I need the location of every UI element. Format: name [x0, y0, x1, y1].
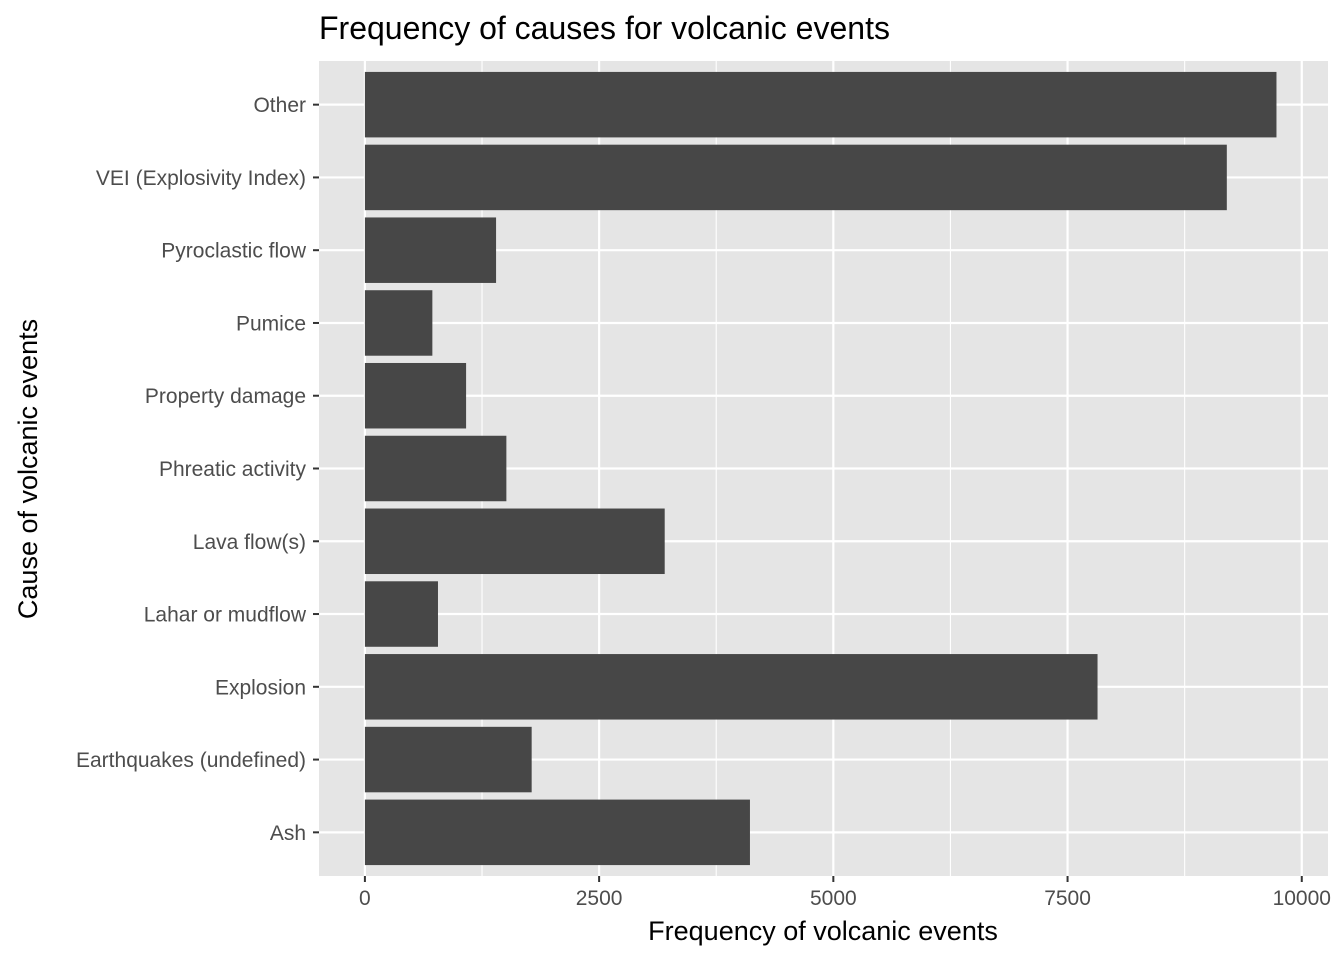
- bar: [364, 654, 1098, 720]
- x-axis-ticks: 0 2500 5000 7500 10000: [359, 876, 1331, 910]
- bar: [364, 217, 497, 283]
- bar: [364, 435, 507, 502]
- y-axis-ticks: Ash Earthquakes (undefined) Explosion Lahar…: [76, 94, 319, 845]
- y-tick-label: Ash: [270, 822, 306, 845]
- y-tick-label: Other: [253, 94, 306, 117]
- bar: [364, 362, 467, 429]
- x-tick-label: 7500: [1044, 887, 1091, 910]
- bar: [364, 726, 532, 793]
- y-tick-label: Lahar or mudflow: [144, 604, 307, 627]
- y-tick-label: Property damage: [145, 385, 306, 408]
- y-axis-title: Cause of volcanic events: [13, 319, 43, 619]
- y-tick-label: Lava flow(s): [193, 531, 306, 554]
- x-axis-title: Frequency of volcanic events: [648, 916, 998, 946]
- bar: [364, 799, 750, 866]
- y-tick-label: Phreatic activity: [159, 458, 307, 481]
- x-tick-label: 10000: [1273, 887, 1331, 910]
- x-tick-label: 5000: [810, 887, 857, 910]
- y-tick-label: Pumice: [236, 312, 306, 335]
- bar: [364, 290, 433, 356]
- x-tick-label: 2500: [576, 887, 623, 910]
- y-tick-label: Earthquakes (undefined): [76, 749, 306, 772]
- bar: [364, 144, 1227, 211]
- bar: [364, 71, 1277, 138]
- y-tick-label: Explosion: [215, 676, 306, 699]
- bar: [364, 508, 665, 575]
- bars: [364, 71, 1277, 866]
- y-tick-label: VEI (Explosivity Index): [96, 167, 306, 190]
- x-tick-label: 0: [359, 887, 371, 910]
- y-tick-label: Pyroclastic flow: [161, 240, 307, 263]
- bar: [364, 581, 438, 647]
- chart-title: Frequency of causes for volcanic events: [319, 10, 890, 46]
